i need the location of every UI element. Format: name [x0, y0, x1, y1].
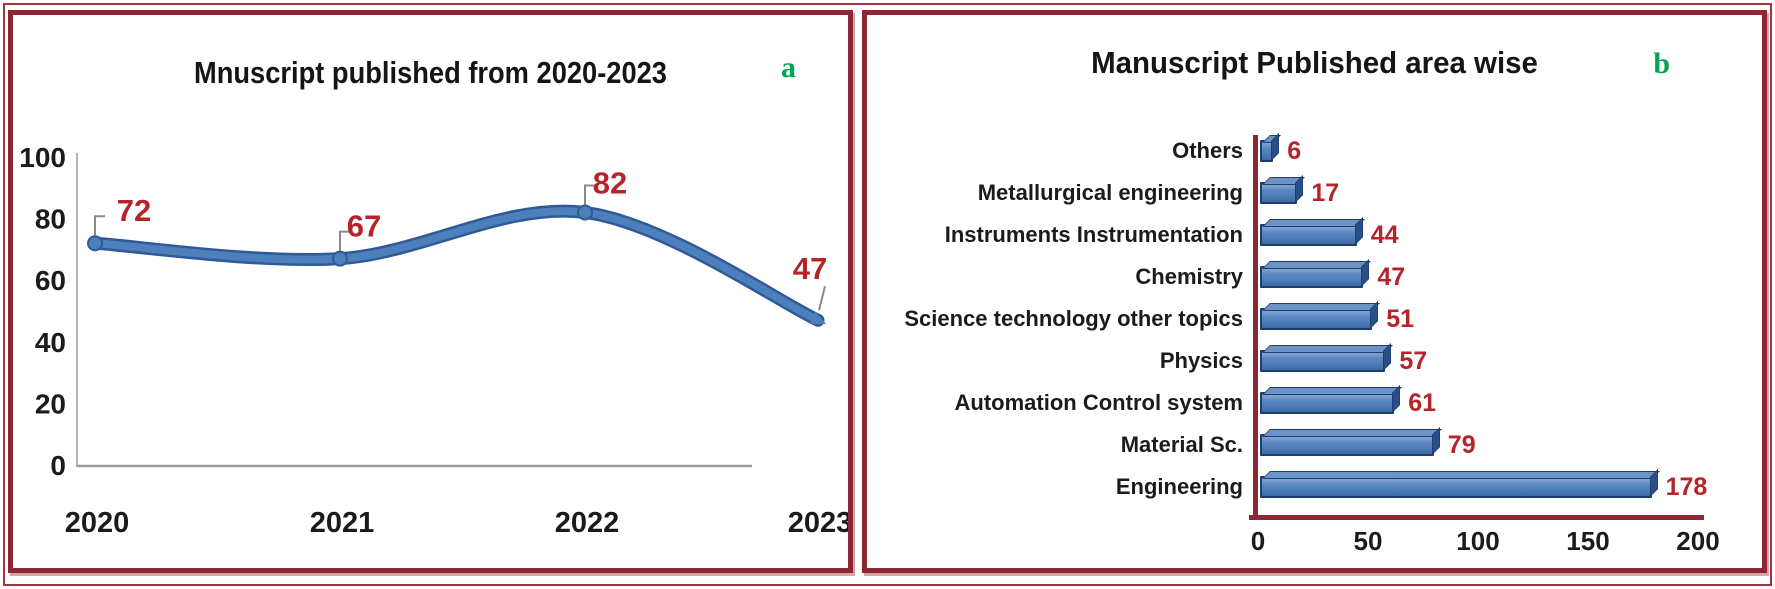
- bar: [1260, 308, 1373, 330]
- line-chart-panel: Mnuscript published from 2020-2023 a 100…: [8, 10, 853, 573]
- bar-chart-x-axis-line: [1249, 515, 1704, 520]
- category-label: Material Sc.: [1120, 432, 1243, 457]
- category-label: Science technology other topics: [904, 306, 1243, 331]
- category-label: Automation Control system: [954, 390, 1243, 415]
- bar-rows: Others 6 Metallurgical engineering 17 Instru…: [867, 130, 1762, 508]
- bar: [1260, 392, 1395, 414]
- x-tick-label: 100: [1456, 526, 1500, 556]
- bar-chart-plot: Others 6 Metallurgical engineering 17 Instru…: [867, 15, 1762, 568]
- panel-a-label: a: [781, 51, 796, 84]
- line-chart-title: Mnuscript published from 2020-2023: [194, 55, 667, 90]
- bar-chart-title: Manuscript Published area wise: [1091, 45, 1538, 80]
- category-label: Engineering: [1115, 474, 1243, 499]
- bar: [1260, 224, 1357, 246]
- bar-row: Automation Control system 61: [867, 382, 1762, 424]
- data-value-label: 51: [1386, 304, 1414, 333]
- bar-row: Others 6: [867, 130, 1762, 172]
- x-tick-label: 200: [1676, 526, 1720, 556]
- y-tick-label: 60: [35, 265, 66, 296]
- data-value-label: 178: [1665, 472, 1708, 501]
- bar-wrap: 57: [1260, 347, 1427, 376]
- data-value-label: 79: [1447, 430, 1476, 459]
- data-value-label: 61: [1408, 388, 1436, 417]
- data-point-marker: [577, 204, 593, 221]
- x-tick-label: 2020: [65, 507, 130, 539]
- bar-row: Science technology other topics 51: [867, 298, 1762, 340]
- bar-chart-y-axis-line: [1253, 135, 1258, 520]
- series-line: [91, 207, 827, 325]
- data-point-marker: [87, 235, 103, 252]
- bar-chart-x-ticks: 0 50 100 150 200: [867, 526, 1762, 560]
- bar: [1260, 350, 1386, 372]
- y-tick-label: 0: [50, 450, 66, 481]
- x-tick-label: 150: [1566, 526, 1610, 556]
- series-line-outline: [88, 204, 825, 327]
- bar: [1260, 476, 1652, 498]
- bar: [1260, 182, 1298, 204]
- label-leader-line: [584, 184, 595, 205]
- bar-wrap: 47: [1260, 263, 1405, 292]
- category-label: Physics: [1159, 348, 1243, 373]
- x-tick-label: 2021: [310, 507, 375, 539]
- bar-wrap: 178: [1260, 473, 1707, 502]
- bar-row: Metallurgical engineering 17: [867, 172, 1762, 214]
- data-point-marker: [332, 250, 348, 267]
- x-tick-label: 50: [1353, 526, 1383, 556]
- bar-row: Engineering 178: [867, 466, 1762, 508]
- data-value-label: 47: [793, 251, 827, 286]
- category-label: Others: [1172, 138, 1243, 163]
- bar-wrap: 6: [1260, 137, 1301, 166]
- bar-wrap: 79: [1260, 431, 1476, 460]
- data-value-label: 82: [593, 165, 627, 200]
- data-value-label: 67: [347, 209, 381, 244]
- data-value-label: 72: [117, 193, 151, 228]
- bar-wrap: 61: [1260, 389, 1436, 418]
- data-value-label: 17: [1311, 178, 1340, 207]
- y-tick-label: 20: [35, 388, 66, 419]
- bar-wrap: 51: [1260, 305, 1414, 334]
- line-chart-plot: 100 80 60 40 20 0 2020 2021 2022 2023 72 67 82 47: [19, 142, 848, 539]
- panel-b-label: b: [1653, 47, 1670, 80]
- data-value-label: 44: [1370, 220, 1399, 249]
- x-tick-label: 2022: [555, 507, 620, 539]
- data-value-label: 6: [1287, 136, 1302, 165]
- bar-row: Material Sc. 79: [867, 424, 1762, 466]
- category-label: Chemistry: [1135, 264, 1243, 289]
- x-tick-label: 2023: [788, 507, 848, 539]
- category-label: Metallurgical engineering: [977, 180, 1243, 205]
- label-leader-line: [94, 215, 105, 236]
- x-tick-label: 0: [1250, 526, 1266, 556]
- bar: [1260, 266, 1364, 288]
- data-value-label: 57: [1399, 346, 1428, 375]
- y-tick-label: 40: [35, 327, 66, 358]
- bar-row: Instruments Instrumentation 44: [867, 214, 1762, 256]
- bar-row: Chemistry 47: [867, 256, 1762, 298]
- bar-wrap: 44: [1260, 221, 1399, 250]
- y-tick-label: 80: [35, 204, 66, 235]
- bar-chart-panel: Manuscript Published area wise b Others 6…: [862, 10, 1767, 573]
- label-leader-line: [818, 285, 826, 311]
- bar: [1260, 434, 1434, 456]
- data-value-label: 47: [1377, 262, 1406, 291]
- bar-row: Physics 57: [867, 340, 1762, 382]
- bar: [1260, 140, 1274, 162]
- bar-wrap: 17: [1260, 179, 1339, 208]
- category-label: Instruments Instrumentation: [944, 222, 1243, 247]
- y-tick-label: 100: [19, 142, 66, 173]
- label-leader-line: [339, 230, 350, 251]
